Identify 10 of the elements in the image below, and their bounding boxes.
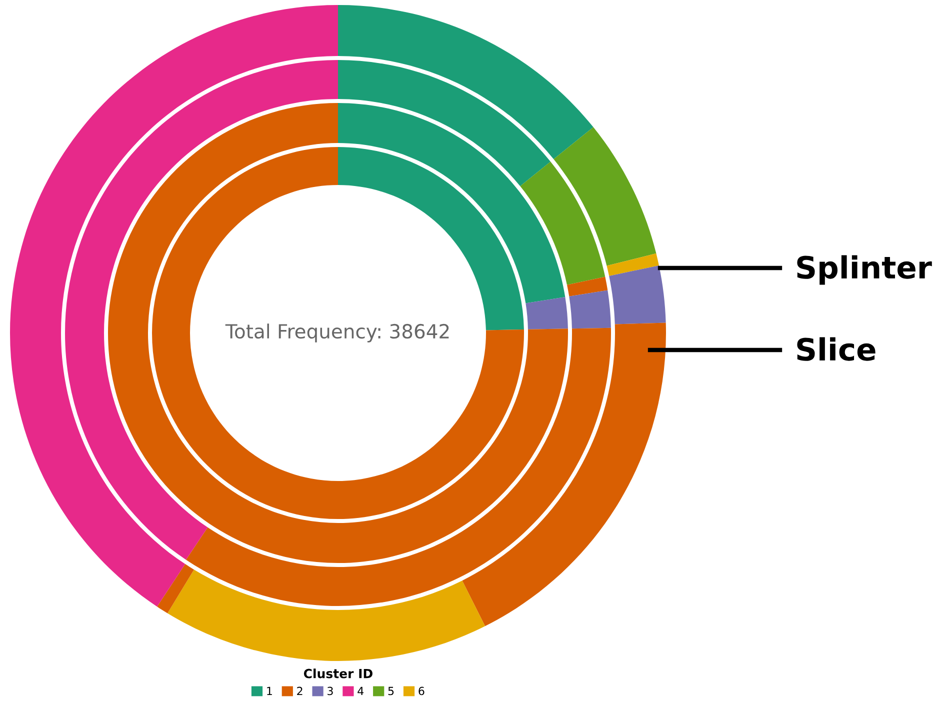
text: Slice [797,337,876,361]
text: Total Frequency: 38642 [225,324,449,342]
legend-title: Cluster ID [304,668,372,678]
legend-label: 2 [297,686,302,696]
legend-label: 4 [358,686,364,696]
legend-label: 5 [388,686,394,696]
legend-label: 6 [418,686,424,696]
text: Splinter [797,255,932,285]
legend-label: 1 [267,686,272,696]
legend-label: 3 [328,686,333,696]
